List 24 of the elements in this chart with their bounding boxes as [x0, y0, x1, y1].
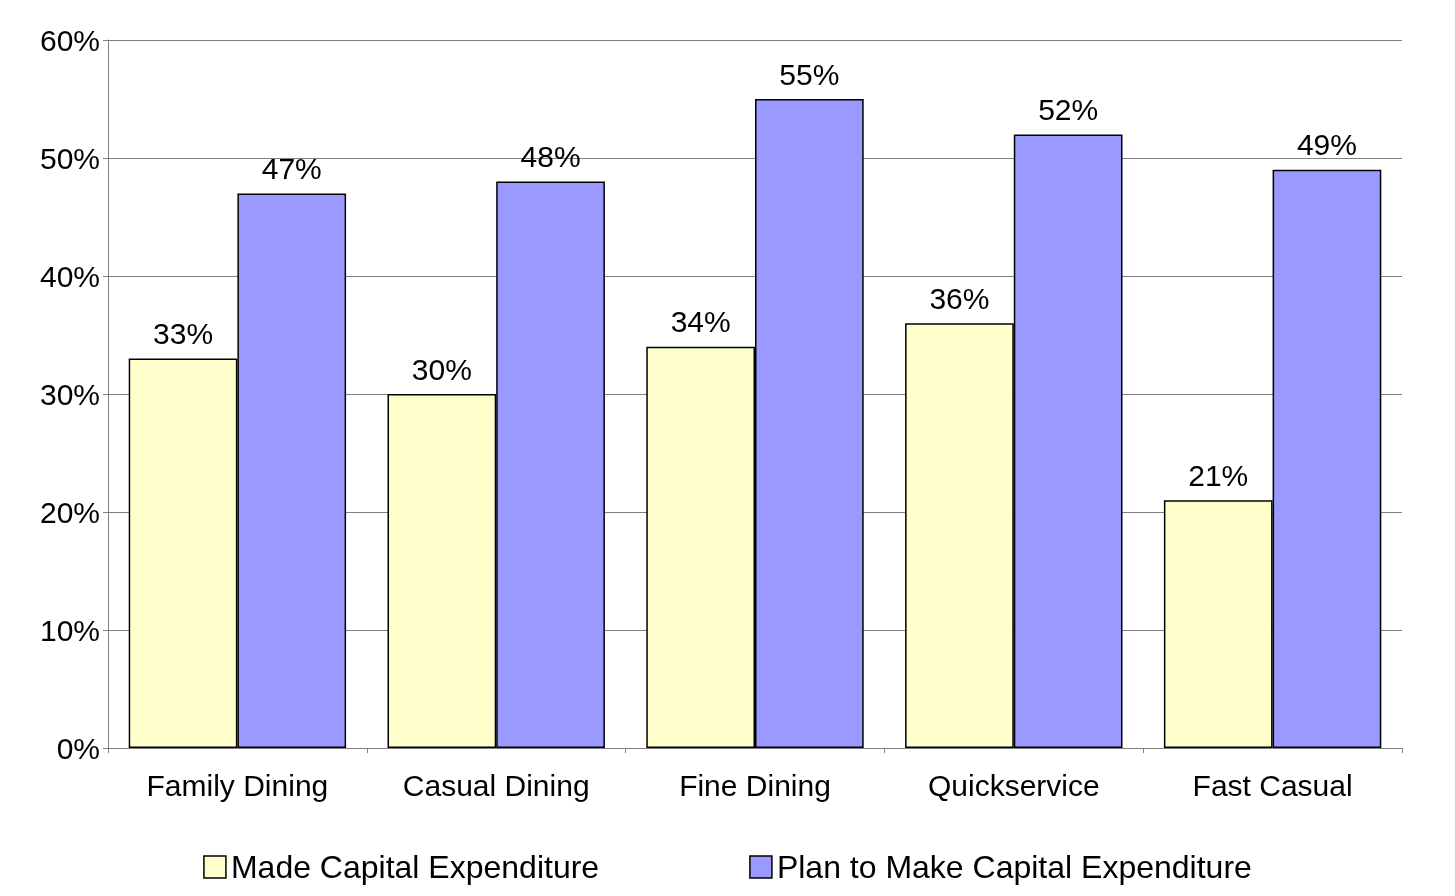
data-label: 36% [929, 281, 990, 315]
y-tick-label: 20% [39, 495, 100, 529]
x-tick-label: Fast Casual [1192, 768, 1353, 802]
legend-label: Made Capital Expenditure [230, 849, 600, 885]
x-tick-label: Family Dining [146, 768, 329, 802]
y-tick-label: 60% [39, 23, 100, 57]
data-label: 49% [1296, 128, 1357, 162]
y-tick-label: 10% [39, 613, 100, 647]
data-label: 55% [779, 57, 840, 91]
y-tick-label: 30% [39, 377, 100, 411]
x-tick-label: Fine Dining [679, 768, 831, 802]
data-label: 30% [411, 352, 472, 386]
data-label: 52% [1038, 92, 1099, 126]
y-tick-label: 0% [56, 731, 100, 765]
data-label: 48% [520, 140, 581, 174]
x-tick-label: Quickservice [927, 768, 1100, 802]
data-label: 34% [670, 305, 731, 339]
data-label: 47% [261, 151, 322, 185]
legend-label: Plan to Make Capital Expenditure [776, 849, 1252, 885]
x-tick-label: Casual Dining [402, 768, 590, 802]
data-label: 33% [153, 317, 214, 351]
y-tick-label: 40% [39, 259, 100, 293]
y-tick-label: 50% [39, 141, 100, 175]
data-label: 21% [1188, 458, 1249, 492]
